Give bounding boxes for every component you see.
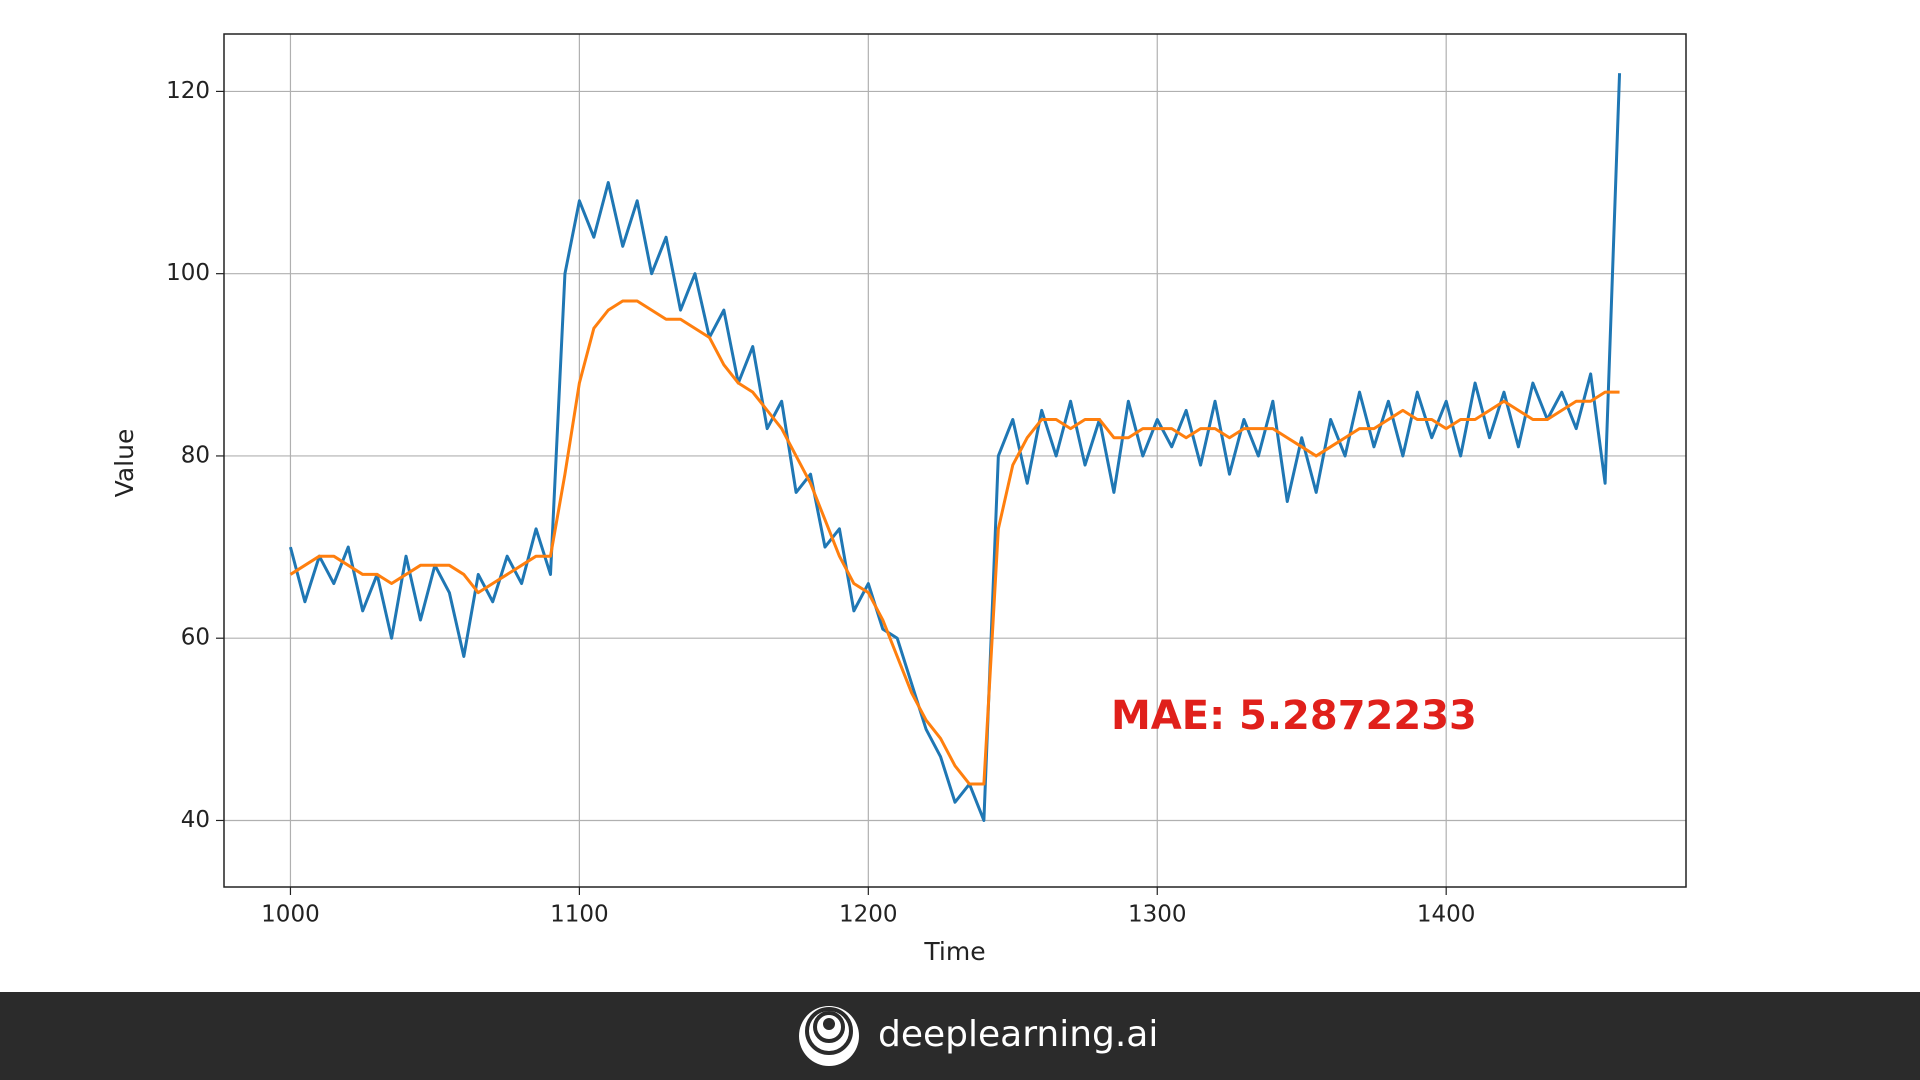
x-tick-label: 1400 [1417,902,1476,928]
x-tick-label: 1100 [550,902,609,928]
y-tick-label: 40 [181,807,210,833]
y-tick-label: 120 [166,78,210,104]
y-tick-label: 60 [181,625,210,651]
footer-bar [0,992,1920,1080]
x-tick-label: 1200 [839,902,898,928]
x-tick-label: 1300 [1128,902,1187,928]
footer-brand: deeplearning.ai [878,1014,1158,1055]
y-axis-label: Value [110,429,139,498]
x-axis-label: Time [923,937,985,966]
data-line [288,73,1622,822]
y-tick-label: 100 [166,260,210,286]
x-tick-label: 1000 [261,902,320,928]
mae-annotation: MAE: 5.2872233 [1111,693,1477,739]
plot-frame [223,33,1687,888]
y-tick-label: 80 [181,442,210,468]
data-line [289,299,1620,786]
logo [799,1006,859,1066]
plot-area: 1000 1100 1200 1300 1400 40 60 80 100 120 [166,33,1687,928]
background [0,0,1920,992]
